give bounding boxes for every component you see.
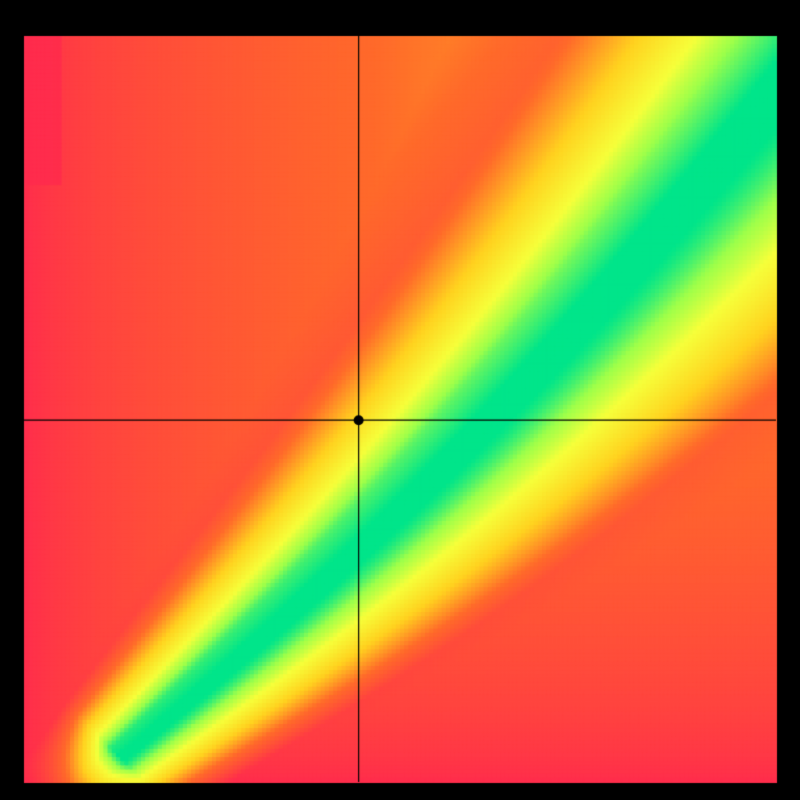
bottleneck-heatmap [0, 0, 800, 800]
chart-container: TheBottleneck.com [0, 0, 800, 800]
